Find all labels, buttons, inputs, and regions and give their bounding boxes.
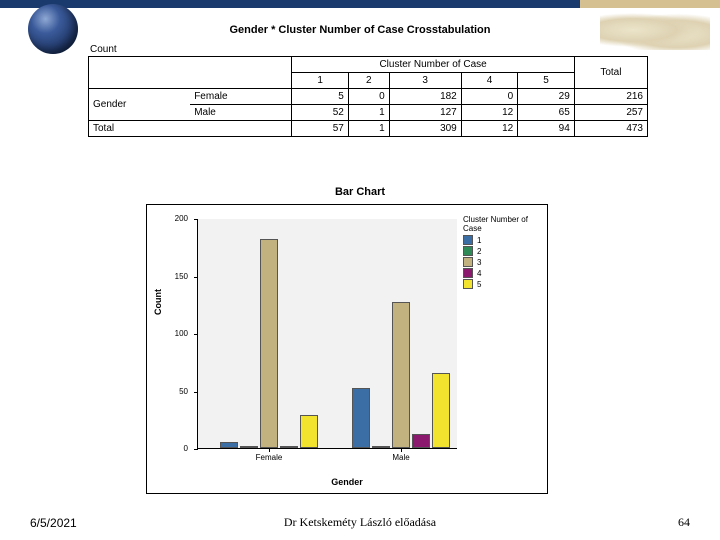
bar xyxy=(240,446,258,448)
cell: 5 xyxy=(292,89,348,105)
cell: 1 xyxy=(348,105,389,121)
bar xyxy=(280,446,298,448)
cell: 0 xyxy=(461,89,517,105)
chart-legend: Cluster Number of Case 1 2 3 4 5 xyxy=(463,215,541,290)
legend-swatch-icon xyxy=(463,257,473,267)
cell: 65 xyxy=(518,105,575,121)
ytick-mark xyxy=(194,392,198,393)
bar xyxy=(372,446,390,448)
cell: 52 xyxy=(292,105,348,121)
legend-swatch-icon xyxy=(463,268,473,278)
bar xyxy=(432,373,450,448)
legend-item: 2 xyxy=(463,246,541,256)
cell: 57 xyxy=(292,121,348,137)
navy-band xyxy=(0,0,720,8)
legend-label: 4 xyxy=(477,269,481,278)
xtick-mark xyxy=(269,448,270,452)
ytick-mark xyxy=(194,277,198,278)
xtick-label: Female xyxy=(239,453,299,462)
row-total-label: Total xyxy=(89,121,292,137)
legend-label: 2 xyxy=(477,247,481,256)
legend-item: 1 xyxy=(463,235,541,245)
footer-page: 64 xyxy=(678,515,690,530)
row-label-male: Male xyxy=(190,105,292,121)
legend-label: 3 xyxy=(477,258,481,267)
legend-item: 5 xyxy=(463,279,541,289)
legend-label: 5 xyxy=(477,280,481,289)
cell: 0 xyxy=(348,89,389,105)
cell: 257 xyxy=(574,105,647,121)
ytick-label: 100 xyxy=(144,329,194,338)
cell: 473 xyxy=(574,121,647,137)
legend-swatch-icon xyxy=(463,235,473,245)
col-header-3: 3 xyxy=(389,73,461,89)
row-label-female: Female xyxy=(190,89,292,105)
cell: 29 xyxy=(518,89,575,105)
bar xyxy=(300,415,318,448)
footer-author: Dr Ketskeméty László előadása xyxy=(0,515,720,530)
row-group-label: Gender xyxy=(89,89,191,121)
xtick-mark xyxy=(401,448,402,452)
cell: 216 xyxy=(574,89,647,105)
cell: 12 xyxy=(461,105,517,121)
table-row: Gender Female 5 0 182 0 29 216 xyxy=(89,89,648,105)
chart-title: Bar Chart xyxy=(0,186,720,198)
cell: 127 xyxy=(389,105,461,121)
table-corner xyxy=(89,57,292,89)
col-header-5: 5 xyxy=(518,73,575,89)
legend-swatch-icon xyxy=(463,279,473,289)
crosstab-table: Cluster Number of Case Total 1 2 3 4 5 G… xyxy=(88,56,648,137)
cell: 94 xyxy=(518,121,575,137)
ytick-mark xyxy=(194,334,198,335)
bar xyxy=(412,434,430,448)
legend-item: 4 xyxy=(463,268,541,278)
cell: 182 xyxy=(389,89,461,105)
legend-swatch-icon xyxy=(463,246,473,256)
col-header-4: 4 xyxy=(461,73,517,89)
cell: 309 xyxy=(389,121,461,137)
legend-label: 1 xyxy=(477,236,481,245)
chart-ylabel: Count xyxy=(153,289,163,315)
xtick-label: Male xyxy=(371,453,431,462)
table-super-header: Cluster Number of Case xyxy=(292,57,574,73)
ytick-mark xyxy=(194,219,198,220)
table-count-label: Count xyxy=(90,44,117,55)
legend-title: Cluster Number of Case xyxy=(463,215,541,233)
cell: 12 xyxy=(461,121,517,137)
bar xyxy=(260,239,278,448)
ytick-label: 150 xyxy=(144,272,194,281)
cell: 1 xyxy=(348,121,389,137)
plot-area: 050100150200FemaleMale xyxy=(197,219,457,449)
bar-chart: Count 050100150200FemaleMale Cluster Num… xyxy=(146,204,548,494)
col-header-1: 1 xyxy=(292,73,348,89)
table-row-total: Total 57 1 309 12 94 473 xyxy=(89,121,648,137)
chart-xlabel: Gender xyxy=(147,477,547,487)
bar xyxy=(220,442,238,448)
beige-band xyxy=(580,0,720,8)
legend-item: 3 xyxy=(463,257,541,267)
ytick-label: 50 xyxy=(144,387,194,396)
col-header-2: 2 xyxy=(348,73,389,89)
table-total-header: Total xyxy=(574,57,647,89)
bar xyxy=(352,388,370,448)
ytick-label: 0 xyxy=(144,444,194,453)
table-title: Gender * Cluster Number of Case Crosstab… xyxy=(0,24,720,36)
bar xyxy=(392,302,410,448)
ytick-label: 200 xyxy=(144,214,194,223)
ytick-mark xyxy=(194,449,198,450)
